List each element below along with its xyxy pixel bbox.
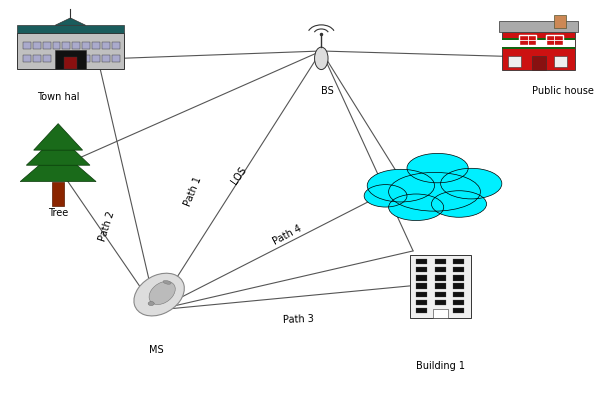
Bar <box>82 42 90 49</box>
Bar <box>453 259 464 264</box>
Bar <box>546 35 563 45</box>
Text: Public house: Public house <box>532 86 594 96</box>
Bar <box>502 40 575 48</box>
Ellipse shape <box>389 172 480 211</box>
Bar <box>55 50 86 69</box>
Text: MS: MS <box>149 345 163 355</box>
Bar <box>416 275 427 281</box>
Bar <box>532 56 546 70</box>
Bar <box>508 55 521 67</box>
Bar <box>453 275 464 281</box>
Bar <box>435 275 446 281</box>
Bar <box>435 299 446 305</box>
Bar <box>82 55 90 62</box>
Text: Town hal: Town hal <box>37 92 80 102</box>
Text: Tree: Tree <box>48 208 69 218</box>
Bar <box>52 182 64 206</box>
Bar <box>416 259 427 264</box>
Bar <box>499 22 578 32</box>
Bar <box>453 308 464 313</box>
Polygon shape <box>26 135 90 165</box>
Bar <box>92 55 100 62</box>
Ellipse shape <box>407 153 468 183</box>
Ellipse shape <box>149 282 175 304</box>
Bar <box>435 291 446 297</box>
Bar <box>102 42 110 49</box>
Bar <box>410 255 471 318</box>
Bar <box>453 283 464 289</box>
Bar <box>112 55 120 62</box>
Polygon shape <box>34 124 83 150</box>
Bar <box>416 299 427 305</box>
Bar <box>453 267 464 273</box>
Bar <box>435 267 446 273</box>
Bar <box>416 308 427 313</box>
Text: Path 1: Path 1 <box>182 175 203 208</box>
Bar <box>33 42 41 49</box>
Bar <box>17 25 124 33</box>
Text: Building 1: Building 1 <box>416 361 465 371</box>
Bar <box>502 32 575 70</box>
Bar <box>416 267 427 273</box>
Bar <box>453 291 464 297</box>
Ellipse shape <box>163 280 171 284</box>
Bar <box>112 42 120 49</box>
Bar <box>519 35 536 45</box>
Bar <box>43 42 51 49</box>
Bar <box>53 42 61 49</box>
Bar <box>453 299 464 305</box>
Bar <box>435 259 446 264</box>
Ellipse shape <box>148 302 154 306</box>
Ellipse shape <box>364 184 407 207</box>
Bar <box>416 291 427 297</box>
Bar <box>554 16 566 28</box>
Bar <box>72 42 80 49</box>
Polygon shape <box>55 18 86 25</box>
Bar <box>102 55 110 62</box>
Bar <box>502 47 575 49</box>
Ellipse shape <box>367 169 435 202</box>
Bar <box>62 42 70 49</box>
Text: Path 2: Path 2 <box>97 210 117 243</box>
Bar <box>502 38 575 40</box>
Bar <box>554 55 567 67</box>
Text: LOS: LOS <box>229 165 248 186</box>
Text: Path 3: Path 3 <box>283 313 315 325</box>
Bar <box>23 42 31 49</box>
Ellipse shape <box>315 47 328 70</box>
Text: Path 4: Path 4 <box>272 223 304 246</box>
Ellipse shape <box>431 191 487 217</box>
Text: BS: BS <box>321 86 334 96</box>
Polygon shape <box>20 149 96 182</box>
Bar <box>43 55 51 62</box>
Bar <box>64 57 76 69</box>
Ellipse shape <box>389 194 444 220</box>
Bar <box>433 309 448 318</box>
Bar <box>92 42 100 49</box>
Ellipse shape <box>134 273 184 316</box>
Bar <box>33 55 41 62</box>
Bar <box>17 33 124 69</box>
Ellipse shape <box>441 168 502 199</box>
Bar <box>416 283 427 289</box>
Bar <box>435 283 446 289</box>
Bar <box>23 55 31 62</box>
